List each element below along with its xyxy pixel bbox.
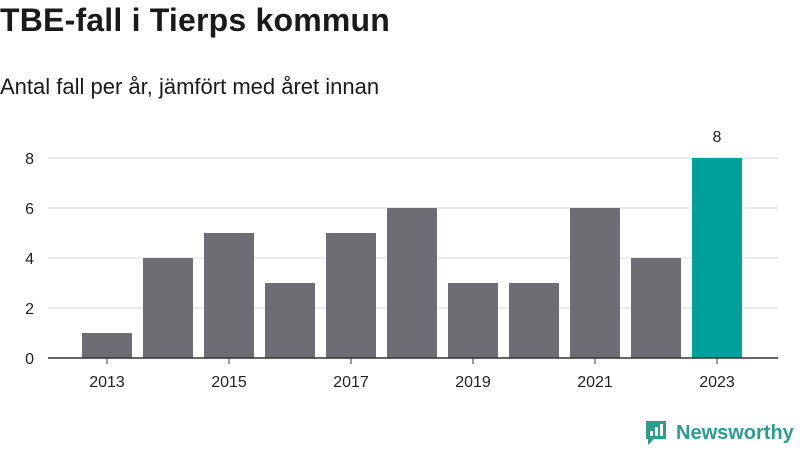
chart-title: TBE-fall i Tierps kommun [0,2,391,38]
brand-logo: Newsworthy [644,419,794,447]
bar [143,258,193,358]
x-tick-label: 2023 [699,374,735,391]
axes [48,357,778,364]
y-tick-label: 6 [25,201,34,218]
bar [265,283,315,358]
bar [509,283,559,358]
y-tick-label: 0 [25,351,34,368]
x-tick-label: 2015 [211,374,247,391]
bar [570,208,620,358]
x-tick-label: 2019 [455,374,491,391]
bar [387,208,437,358]
brand-name: Newsworthy [676,421,794,444]
bar [82,333,132,358]
y-tick-label: 4 [25,251,34,268]
data-label: 8 [713,129,722,146]
y-tick-label: 8 [25,151,34,168]
bars [82,158,742,358]
labels: 0 2 4 6 8 2013 2015 2017 2019 2021 2023 8 [25,129,735,391]
x-tick-label: 2021 [577,374,613,391]
x-tick-label: 2017 [333,374,369,391]
chart-subtitle: Antal fall per år, jämfört med året inna… [0,74,380,99]
bar [448,283,498,358]
newsworthy-logo-icon [646,421,666,445]
bar [204,233,254,358]
x-tick-label: 2013 [89,374,125,391]
bar [631,258,681,358]
y-tick-label: 2 [25,301,34,318]
bar [692,158,742,358]
bar [326,233,376,358]
